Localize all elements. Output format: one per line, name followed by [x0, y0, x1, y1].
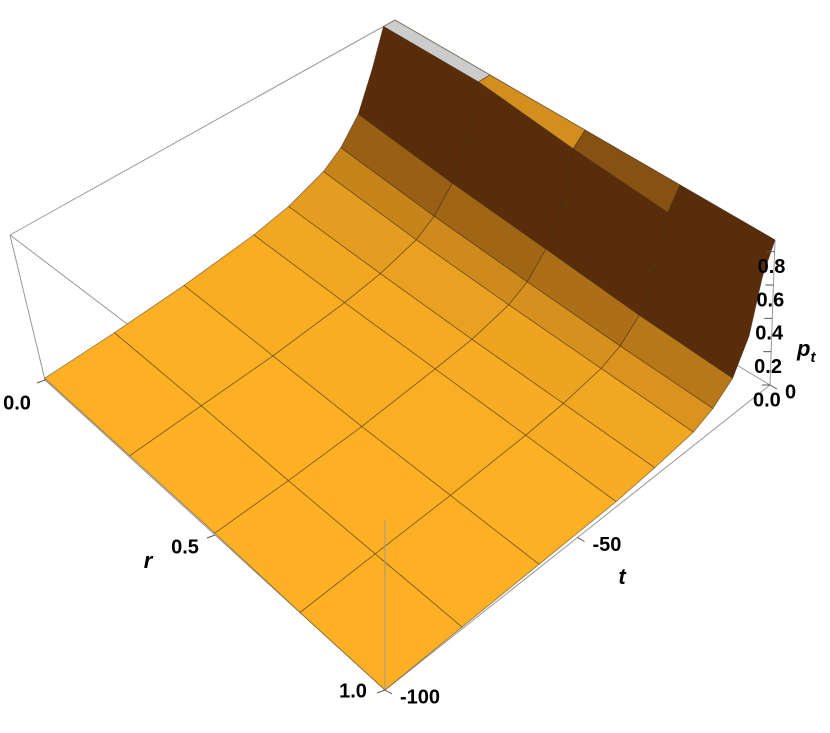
z-tick-label: 0.6 — [756, 289, 784, 311]
y-tick-label: -50 — [593, 534, 622, 556]
z-tick-label: 0.8 — [758, 256, 786, 278]
z-tick-label: 0.4 — [755, 323, 784, 345]
y-tick-label: -100 — [400, 686, 440, 708]
y-axis-label: t — [618, 564, 627, 589]
z-tick-label: 0.0 — [753, 389, 781, 411]
x-tick-label: 1.0 — [339, 680, 367, 702]
y-tick — [769, 384, 778, 390]
x-tick — [206, 534, 216, 539]
y-tick-label: 0 — [785, 381, 796, 403]
z-axis-label-main: p — [796, 336, 810, 361]
surface-patch — [299, 553, 463, 691]
z-axis-label: pt — [796, 336, 816, 366]
x-tick-label: 0.0 — [3, 392, 31, 414]
x-tick — [376, 689, 386, 694]
y-tick — [577, 537, 585, 542]
box-edge — [9, 19, 396, 236]
box-edge — [9, 234, 46, 381]
box-edge — [769, 239, 776, 386]
x-tick-label: 0.5 — [171, 536, 199, 558]
z-axis-label-sub: t — [810, 349, 816, 366]
x-axis-label: r — [144, 548, 154, 573]
y-tick — [384, 689, 393, 695]
x-tick — [36, 379, 46, 384]
z-tick-label: 0.2 — [754, 356, 782, 378]
